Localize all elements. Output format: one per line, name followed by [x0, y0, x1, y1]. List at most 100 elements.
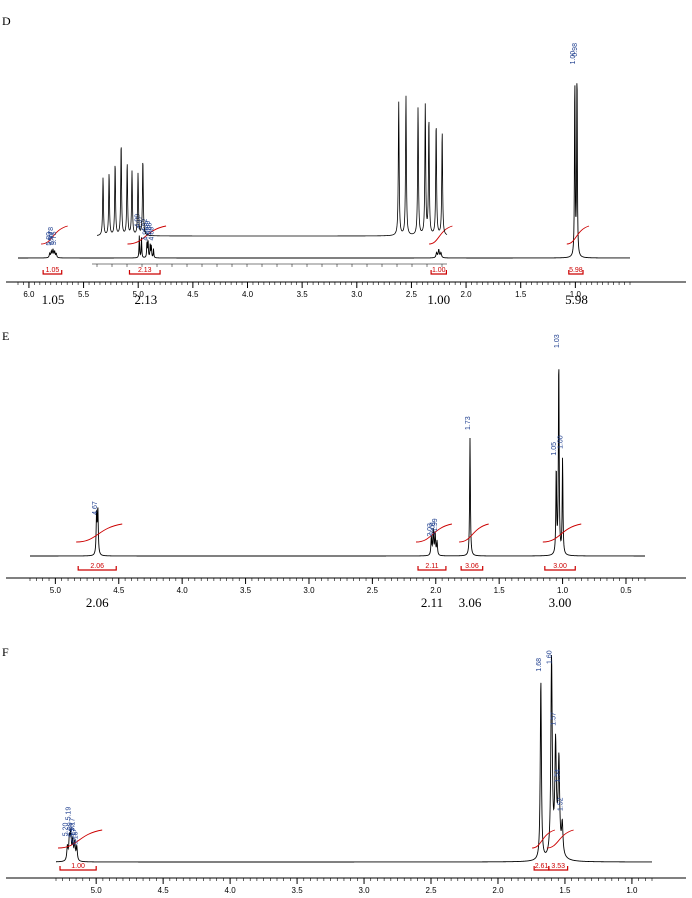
peak-label: 1.52 — [557, 797, 564, 811]
integral-value: 2.06 — [90, 563, 104, 570]
integral-curve — [429, 225, 453, 245]
panel-label: E — [2, 329, 9, 343]
integral-value: 3.06 — [465, 563, 479, 570]
tick-label: 1.5 — [515, 290, 527, 299]
peak-label: 5.78 — [48, 227, 55, 241]
spectrum-panel-d: D 6.0 5.5 5.0 4.5 4.0 3.5 3.0 2.5 2.0 1.5 1.0 1.05 2.… — [2, 14, 686, 307]
peak-label: 2.01 — [430, 521, 437, 535]
spectrum-panel-f: F 5.0 4.5 4.0 3.5 3.0 2.5 2.0 1.5 1.0 1.00 2.61 3.53… — [2, 645, 686, 895]
peak-label: 5.20 — [62, 823, 69, 837]
panel-label: F — [2, 645, 9, 659]
peak-label: 4.67 — [92, 501, 99, 515]
integral-value: 1.00 — [71, 863, 85, 870]
integral-bracket — [77, 566, 117, 571]
integral-value: 1.05 — [46, 267, 60, 274]
tick-label: 6.0 — [23, 290, 35, 299]
integral-curve — [416, 523, 453, 543]
peak-label: 5.19 — [66, 807, 73, 821]
integral-label: 3.06 — [459, 595, 482, 610]
integral-curve — [127, 225, 167, 245]
tick-label: 2.0 — [492, 886, 504, 895]
integral-curve — [76, 523, 123, 543]
peak-label: 1.54 — [555, 769, 562, 783]
peak-label: 5.18 — [68, 824, 75, 838]
peak-label: 5.19 — [67, 822, 74, 836]
peak-label: 1.03 — [554, 334, 561, 348]
tick-label: 2.5 — [367, 586, 379, 595]
tick-label: 1.5 — [494, 586, 506, 595]
tick-label: 5.0 — [133, 290, 145, 299]
peak-label: 1.68 — [536, 658, 543, 672]
tick-label: 5.5 — [78, 290, 90, 299]
peak-label: 4.92 — [142, 218, 149, 232]
tick-label: 3.0 — [351, 290, 363, 299]
integral-value: 3.53 — [551, 863, 565, 870]
peak-label: 1.00 — [570, 51, 577, 65]
integral-bracket — [417, 566, 447, 571]
peak-label: 1.73 — [465, 416, 472, 430]
peak-label: 1.00 — [558, 435, 565, 449]
spectrum-panel-e: E 5.0 4.5 4.0 3.5 3.0 2.5 2.0 1.5 1.0 0.5 2.06 2.11 3… — [2, 329, 686, 610]
integral-curve — [542, 523, 582, 543]
integral-value: 2.11 — [425, 563, 438, 570]
peak-label: 1.99 — [432, 518, 439, 532]
peak-label: 4.97 — [136, 216, 143, 230]
integral-bracket — [42, 270, 63, 275]
peak-label: 2.03 — [427, 523, 434, 537]
tick-label: 4.0 — [177, 586, 189, 595]
integral-bracket — [568, 270, 584, 275]
inset-expansion — [92, 95, 448, 267]
integral-label: 2.11 — [421, 595, 443, 610]
tick-label: 3.5 — [240, 586, 252, 595]
tick-label: 5.0 — [91, 886, 103, 895]
peak-label: 5.77 — [49, 231, 56, 245]
tick-label: 1.0 — [570, 290, 582, 299]
peak-label: 5.17 — [70, 818, 77, 832]
tick-label: 4.5 — [187, 290, 199, 299]
peak-label: 1.60 — [547, 650, 554, 664]
minor-ticks — [29, 578, 646, 581]
integral-curve — [566, 225, 590, 245]
peak-label: 1.57 — [551, 712, 558, 726]
inset-line — [96, 95, 448, 237]
integral-label: 5.98 — [565, 292, 588, 307]
tick-label: 3.5 — [297, 290, 309, 299]
tick-label: 1.5 — [559, 886, 571, 895]
tick-label: 4.0 — [225, 886, 237, 895]
tick-label: 3.0 — [358, 886, 370, 895]
tick-label: 2.5 — [425, 886, 437, 895]
peak-label: 4.86 — [149, 227, 156, 241]
spectrum-line — [18, 83, 630, 259]
integral-value: 2.61 — [535, 863, 549, 870]
peak-label: 0.98 — [572, 43, 579, 57]
integral-bracket — [460, 566, 484, 571]
integral-label: 2.13 — [134, 292, 157, 307]
integral-bracket — [430, 270, 447, 275]
integral-bracket — [544, 566, 576, 571]
tick-label: 3.0 — [303, 586, 315, 595]
tick-label: 1.0 — [626, 886, 638, 895]
integral-value: 2.13 — [138, 267, 152, 274]
integral-value: 3.00 — [553, 563, 567, 570]
tick-label: 1.0 — [557, 586, 569, 595]
spectrum-line — [55, 654, 652, 863]
peak-label: 5.17 — [71, 828, 78, 842]
panel-label: D — [2, 14, 11, 28]
peak-label: 4.88 — [146, 223, 153, 237]
tick-label: 2.5 — [406, 290, 418, 299]
integral-label: 1.00 — [427, 292, 450, 307]
integral-curve — [532, 829, 556, 849]
integral-bracket — [128, 270, 161, 275]
peak-label: 5.75 — [51, 231, 58, 245]
peak-label: 5.15 — [72, 831, 79, 845]
integral-curve — [459, 523, 489, 543]
integral-value: 5.98 — [569, 267, 583, 274]
integral-bracket — [548, 866, 569, 871]
tick-label: 4.5 — [113, 586, 125, 595]
peak-label: 4.99 — [134, 214, 141, 228]
tick-label: 5.0 — [50, 586, 62, 595]
integral-curve — [41, 225, 68, 245]
integral-value: 1.00 — [432, 267, 446, 274]
tick-label: 2.0 — [430, 586, 442, 595]
spectrum-line — [30, 369, 645, 557]
